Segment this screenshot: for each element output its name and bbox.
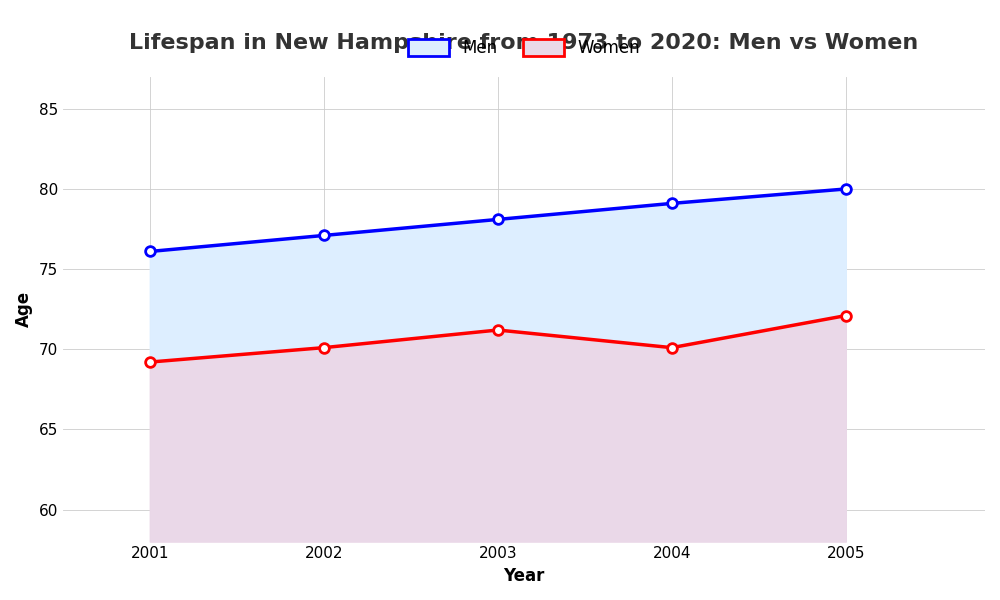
Y-axis label: Age: Age xyxy=(15,291,33,327)
Title: Lifespan in New Hampshire from 1973 to 2020: Men vs Women: Lifespan in New Hampshire from 1973 to 2… xyxy=(129,33,919,53)
X-axis label: Year: Year xyxy=(503,567,545,585)
Legend: Men, Women: Men, Women xyxy=(408,38,640,57)
